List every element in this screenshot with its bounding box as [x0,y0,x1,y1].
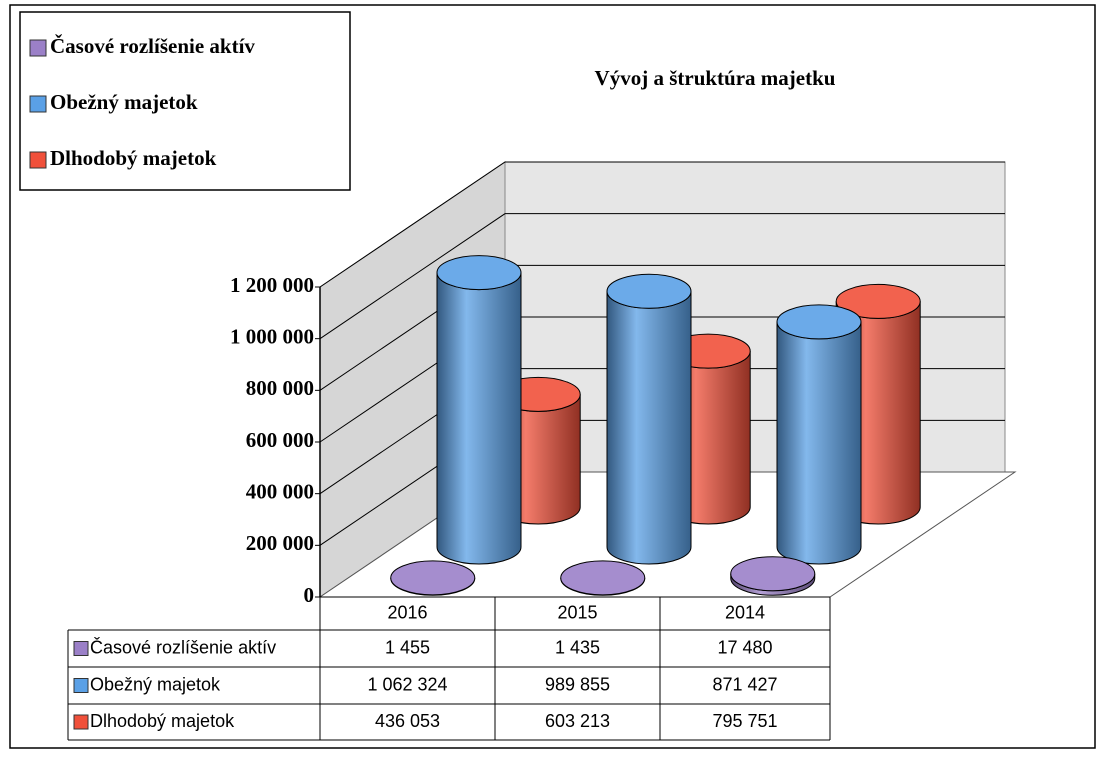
table-value: 795 751 [712,711,777,731]
cylinder [390,560,476,596]
legend-label: Obežný majetok [50,90,198,114]
cylinder-top [730,556,816,592]
legend-swatch [29,151,47,169]
cylinder [560,560,646,596]
y-tick-label: 600 000 [246,428,314,452]
table-value: 1 435 [555,637,600,657]
x-tick-label: 2015 [557,602,597,622]
table-row-label: Dlhodobý majetok [90,711,235,731]
legend-swatch [29,95,47,113]
cylinder-top [436,255,522,291]
legend [19,11,351,191]
table-value: 436 053 [375,711,440,731]
cylinder [776,304,862,565]
grid-line [319,213,1005,340]
legend-swatch [29,39,47,57]
table-swatch [73,678,89,693]
cylinder [436,255,522,565]
table-value: 1 062 324 [367,674,447,694]
cylinder-top [606,273,692,309]
y-tick-label: 1 200 000 [230,273,314,297]
y-tick-label: 400 000 [246,479,314,503]
y-tick-label: 1 000 000 [230,324,314,348]
table-value: 603 213 [545,711,610,731]
cylinder-body [436,272,522,565]
cylinder-top [835,283,921,319]
cylinder [606,273,692,565]
y-tick-label: 200 000 [246,531,314,555]
y-tick-label: 0 [304,583,315,607]
cylinder [730,556,816,596]
legend-label: Dlhodobý majetok [50,146,217,170]
table-value: 1 455 [385,637,430,657]
grid-line [319,161,1005,288]
chart-title: Vývoj a štruktúra majetku [595,66,836,90]
legend-label: Časové rozlíšenie aktív [50,34,255,58]
table-row-label: Obežný majetok [90,674,221,694]
cylinder-body [606,291,692,565]
table-row-label: Časové rozlíšenie aktív [90,636,276,657]
table-value: 17 480 [717,637,772,657]
cylinder-body [776,321,862,565]
cylinder-top [776,304,862,340]
table-value: 871 427 [712,674,777,694]
table-swatch [73,714,89,730]
y-tick-label: 800 000 [246,376,314,400]
x-tick-label: 2014 [725,602,765,622]
table-value: 989 855 [545,674,610,694]
x-tick-label: 2016 [387,602,427,622]
cylinder-top [390,560,476,596]
cylinder-top [560,560,646,596]
table-swatch [73,641,89,656]
